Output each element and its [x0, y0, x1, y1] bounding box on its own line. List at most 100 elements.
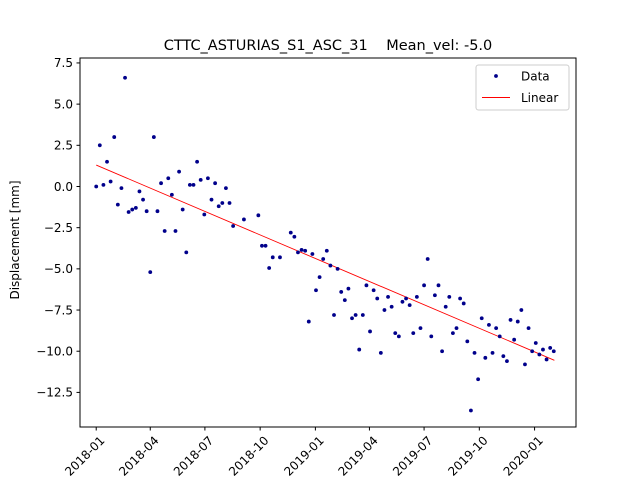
- data-point: [515, 319, 520, 324]
- data-point: [378, 350, 383, 355]
- data-point: [270, 255, 275, 260]
- data-point: [151, 135, 156, 139]
- data-point: [512, 337, 517, 342]
- data-point: [476, 377, 481, 382]
- data-point: [519, 308, 524, 312]
- data-point: [541, 347, 545, 352]
- data-point: [451, 331, 455, 336]
- y-tick-label: −7.5: [44, 303, 73, 317]
- data-point: [242, 217, 246, 222]
- data-point: [544, 357, 549, 362]
- data-point: [133, 206, 138, 210]
- data-point: [447, 294, 452, 299]
- data-point: [162, 229, 167, 233]
- data-point: [400, 299, 405, 304]
- data-point: [130, 207, 135, 212]
- data-point: [166, 176, 171, 181]
- data-point: [220, 201, 225, 205]
- data-point: [105, 159, 109, 164]
- data-point: [306, 319, 311, 324]
- y-tick-label: −2.5: [44, 221, 73, 235]
- data-point: [108, 179, 113, 184]
- data-point: [317, 275, 322, 279]
- data-point: [357, 347, 362, 352]
- linear-fit-line: [96, 164, 555, 361]
- data-point: [386, 294, 390, 299]
- data-point: [321, 257, 326, 261]
- data-point: [213, 181, 218, 186]
- data-point: [332, 313, 336, 317]
- legend-data-marker: [494, 74, 498, 78]
- y-tick-label: 5.0: [54, 97, 73, 111]
- data-point: [353, 313, 358, 317]
- data-point: [144, 209, 149, 214]
- y-tick-label: 0.0: [54, 180, 73, 194]
- data-point: [299, 248, 304, 252]
- data-point: [141, 197, 145, 202]
- data-point: [173, 229, 178, 233]
- data-point: [256, 213, 261, 218]
- data-point: [429, 334, 434, 339]
- data-point: [195, 159, 199, 164]
- data-point: [278, 255, 282, 260]
- axes-frame: [79, 57, 577, 428]
- data-point: [94, 184, 99, 189]
- data-point: [148, 270, 153, 275]
- data-point: [342, 298, 347, 303]
- data-point: [490, 350, 495, 355]
- data-point: [479, 316, 484, 321]
- y-tick-label: −10.0: [36, 345, 73, 359]
- data-point: [115, 202, 120, 207]
- data-point: [414, 294, 419, 299]
- data-point: [371, 288, 376, 293]
- y-tick-label: 2.5: [54, 139, 73, 153]
- data-point: [440, 349, 444, 354]
- data-point: [461, 301, 466, 306]
- data-point: [407, 303, 412, 307]
- data-point: [505, 359, 509, 364]
- data-point: [296, 250, 300, 255]
- data-point: [346, 286, 351, 291]
- data-point: [119, 186, 124, 191]
- data-point: [360, 313, 365, 317]
- legend-data-label: Data: [521, 70, 550, 84]
- data-point: [155, 209, 160, 214]
- data-point: [533, 341, 538, 345]
- data-point: [436, 283, 441, 288]
- legend: Data Linear: [475, 64, 570, 111]
- data-point: [324, 248, 329, 253]
- data-point: [191, 182, 196, 187]
- data-point: [180, 207, 185, 212]
- data-point: [126, 210, 131, 214]
- data-point: [393, 331, 398, 336]
- data-point: [469, 408, 473, 413]
- data-point: [303, 248, 308, 253]
- data-point: [224, 186, 228, 191]
- data-point: [432, 293, 437, 298]
- y-axis-label: Displacement [mm]: [8, 180, 22, 299]
- data-point: [177, 169, 181, 174]
- data-point: [310, 252, 315, 256]
- data-point: [494, 326, 499, 331]
- data-point: [508, 318, 513, 322]
- data-point: [454, 326, 459, 331]
- data-point: [112, 135, 117, 139]
- data-point: [288, 230, 293, 235]
- data-point: [335, 266, 340, 271]
- data-point: [411, 331, 416, 336]
- data-point: [404, 296, 408, 301]
- data-point: [339, 290, 344, 294]
- legend-box: [475, 64, 570, 111]
- data-point: [227, 201, 232, 205]
- data-point: [260, 243, 264, 248]
- data-point: [198, 178, 203, 182]
- data-point: [209, 197, 214, 202]
- data-point: [483, 355, 488, 360]
- data-point: [389, 304, 394, 309]
- data-point: [487, 322, 491, 327]
- data-point: [314, 288, 318, 293]
- data-point: [551, 349, 556, 354]
- data-point: [350, 316, 354, 321]
- data-point: [267, 266, 272, 270]
